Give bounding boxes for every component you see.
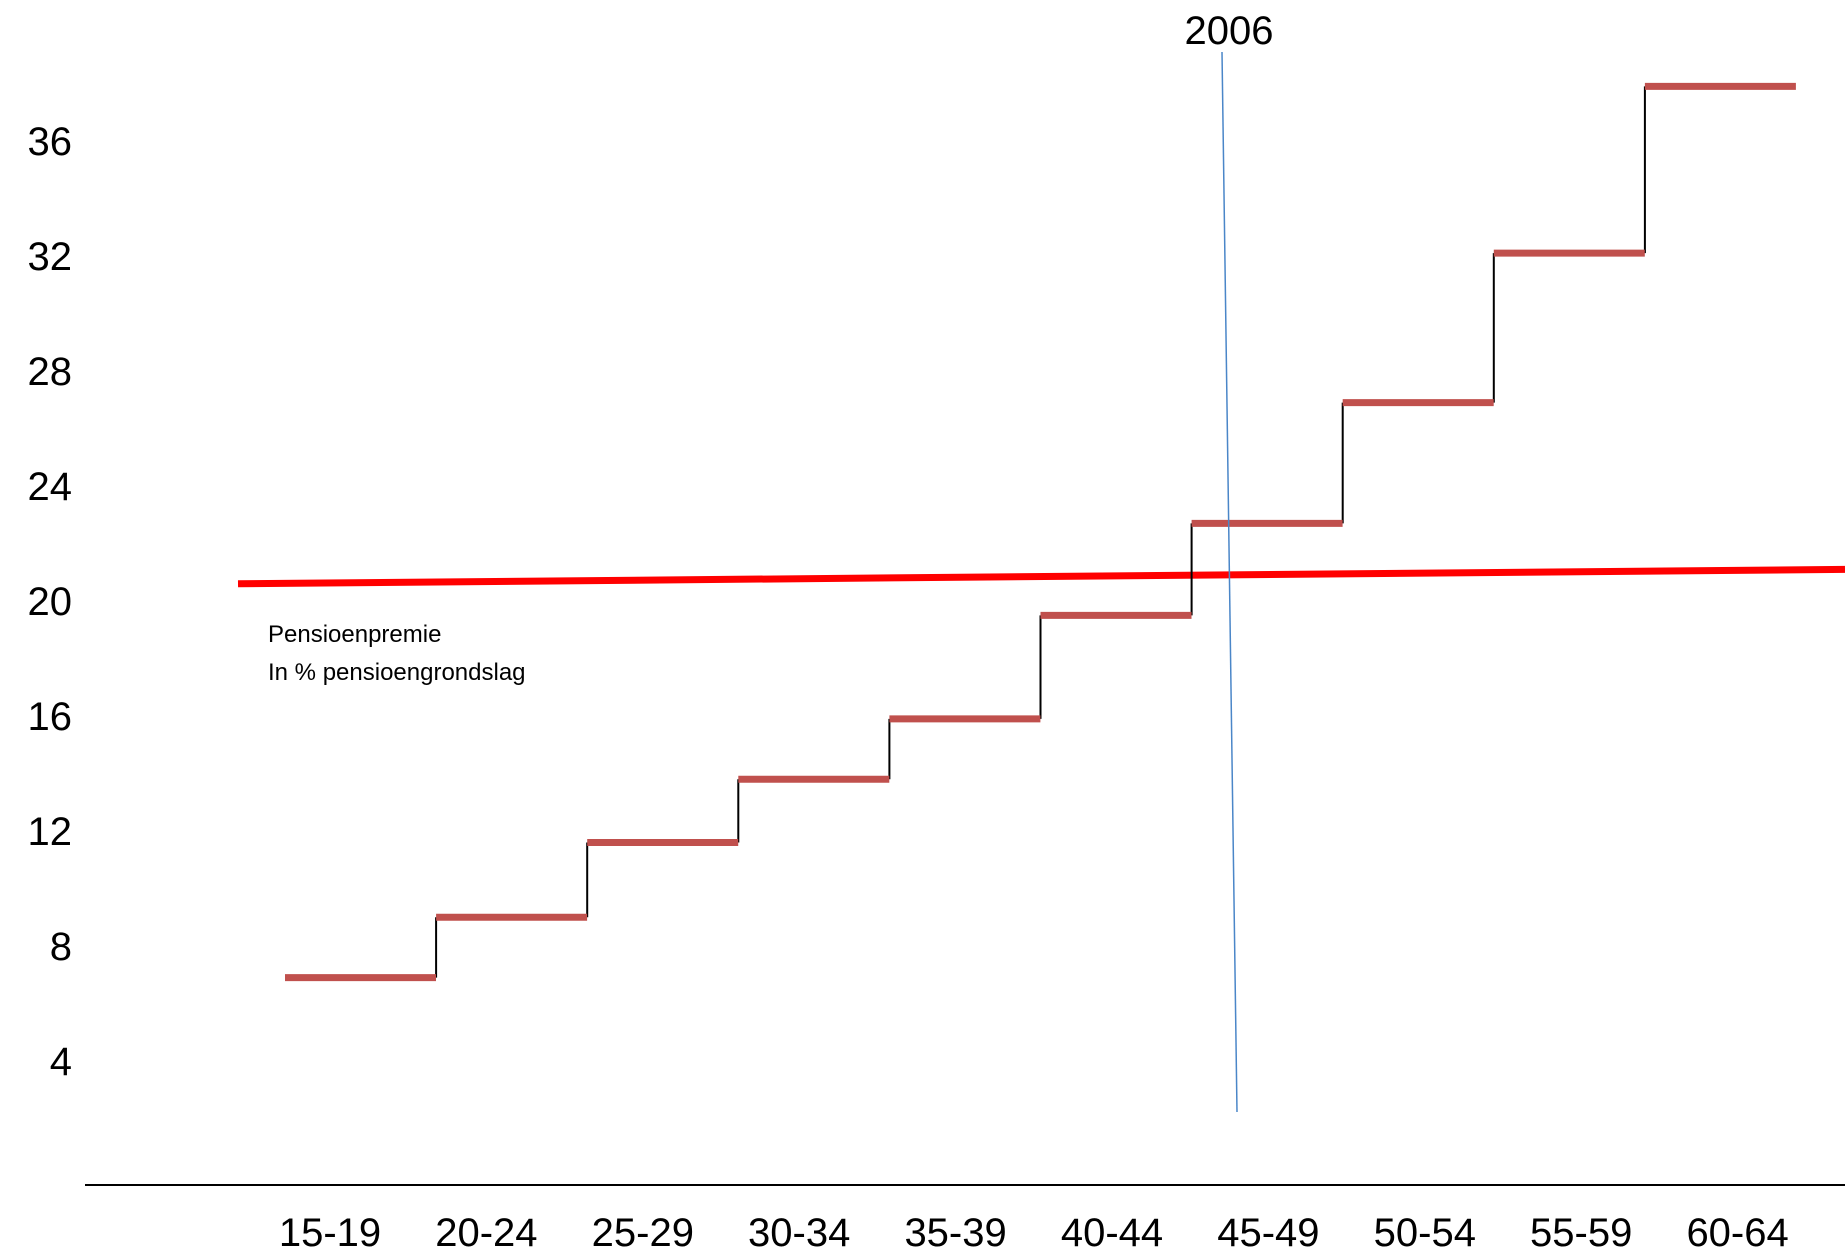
y-tick-label: 12 bbox=[28, 810, 73, 854]
y-tick-label: 24 bbox=[28, 465, 73, 509]
annotation-line-1: Pensioenpremie bbox=[268, 621, 441, 648]
step-series bbox=[285, 82, 1796, 982]
y-tick-label: 8 bbox=[50, 925, 72, 969]
annotation-line-2: In % pensioengrondslag bbox=[268, 659, 526, 686]
y-tick-label: 32 bbox=[28, 235, 73, 279]
x-tick-label: 40-44 bbox=[1061, 1211, 1163, 1254]
marker-2006-line bbox=[1221, 51, 1238, 1113]
y-tick-labels: 4 8 12 16 20 24 28 32 36 bbox=[28, 120, 73, 1084]
x-tick-label: 60-64 bbox=[1686, 1211, 1788, 1254]
y-tick-label: 16 bbox=[28, 695, 73, 739]
x-tick-label: 25-29 bbox=[592, 1211, 694, 1254]
y-tick-label: 36 bbox=[28, 120, 73, 164]
y-tick-label: 4 bbox=[50, 1040, 72, 1084]
y-tick-label: 28 bbox=[28, 350, 73, 394]
x-tick-label: 20-24 bbox=[435, 1211, 537, 1254]
x-tick-label: 55-59 bbox=[1530, 1211, 1632, 1254]
reference-line bbox=[237, 565, 1845, 588]
x-tick-label: 30-34 bbox=[748, 1211, 850, 1254]
step-risers bbox=[435, 86, 1646, 978]
x-tick-labels: 15-19 20-24 25-29 30-34 35-39 40-44 45-49 50-54… bbox=[279, 1211, 1789, 1254]
y-tick-label: 20 bbox=[28, 580, 73, 624]
x-tick-label: 50-54 bbox=[1374, 1211, 1476, 1254]
marker-2006-label: 2006 bbox=[1185, 9, 1274, 53]
x-tick-label: 45-49 bbox=[1217, 1211, 1319, 1254]
x-tick-label: 35-39 bbox=[904, 1211, 1006, 1254]
x-tick-label: 15-19 bbox=[279, 1211, 381, 1254]
